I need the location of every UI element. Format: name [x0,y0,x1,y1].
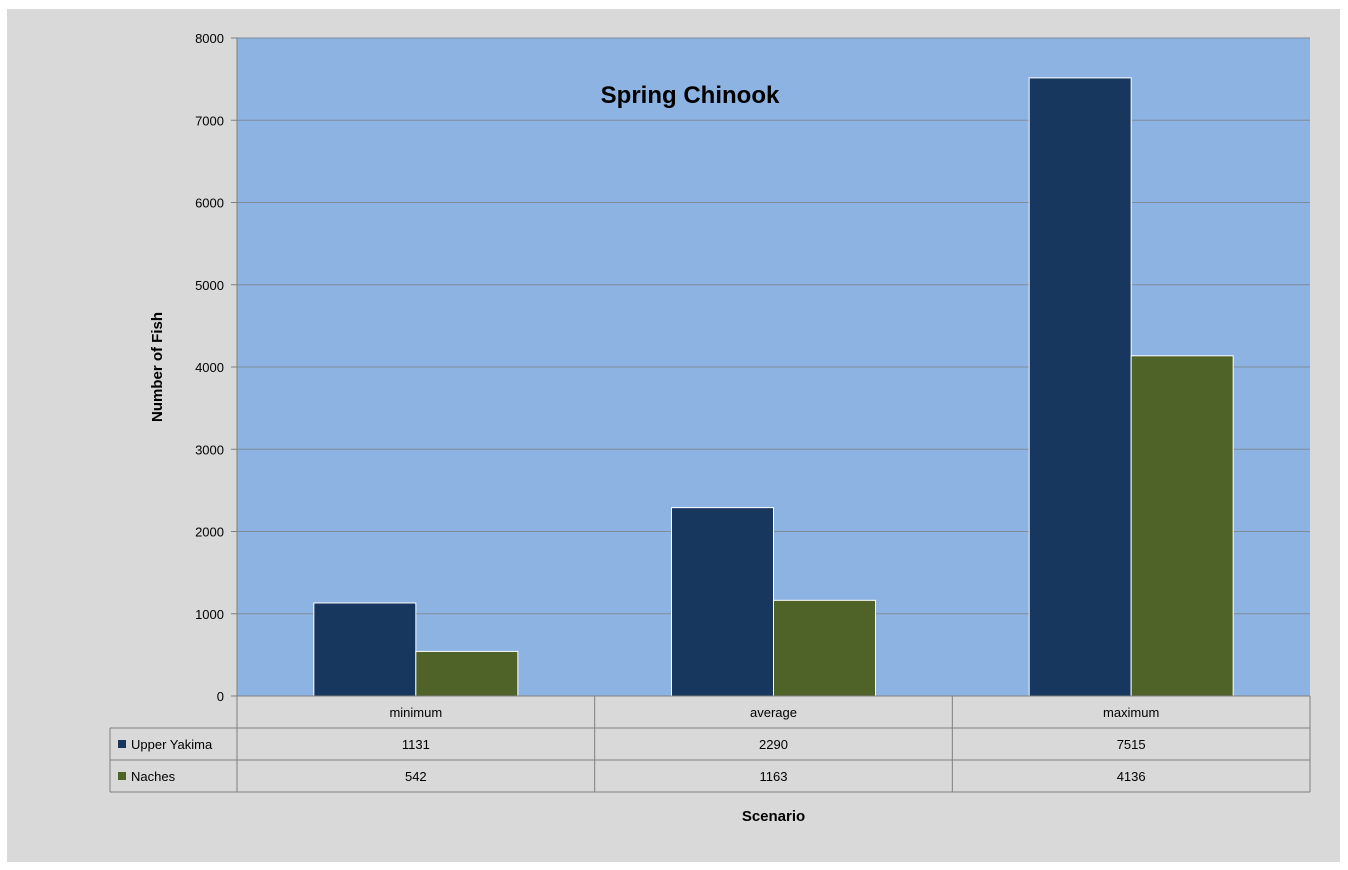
category-label: average [750,705,797,720]
y-tick-label: 0 [217,689,224,704]
legend-key [118,772,126,780]
y-tick-label: 7000 [195,113,224,128]
y-tick-label: 4000 [195,360,224,375]
y-tick-label: 8000 [195,31,224,46]
data-value: 4136 [1117,769,1146,784]
legend-key [118,740,126,748]
bar [1028,77,1132,697]
category-label: maximum [1103,705,1159,720]
data-table: minimum average maximum Upper Yakima 1131 229… [109,695,1311,793]
y-tick-label: 6000 [195,196,224,211]
y-axis-label: Number of Fish [149,312,166,422]
bars [313,77,1234,697]
legend-label: Upper Yakima [131,737,213,752]
data-value: 1131 [402,737,430,752]
y-axis: 0 1000 2000 3000 4000 5000 6000 7000 8000 [195,31,238,704]
bar [313,602,417,697]
bar [773,599,876,697]
y-tick-label: 3000 [195,442,224,457]
y-tick-label: 2000 [195,525,224,540]
legend-label: Naches [131,769,176,784]
chart-title: Spring Chinook [601,82,780,109]
y-tick-label: 5000 [195,278,224,293]
data-value: 7515 [1117,737,1146,752]
bar [415,650,519,697]
y-tick-label: 1000 [195,607,224,622]
data-value: 2290 [759,737,788,752]
bar [1130,355,1234,697]
category-label: minimum [389,705,442,720]
bar [671,507,774,697]
data-value: 542 [405,769,427,784]
data-value: 1163 [760,769,788,784]
x-axis-label: Scenario [742,808,805,825]
